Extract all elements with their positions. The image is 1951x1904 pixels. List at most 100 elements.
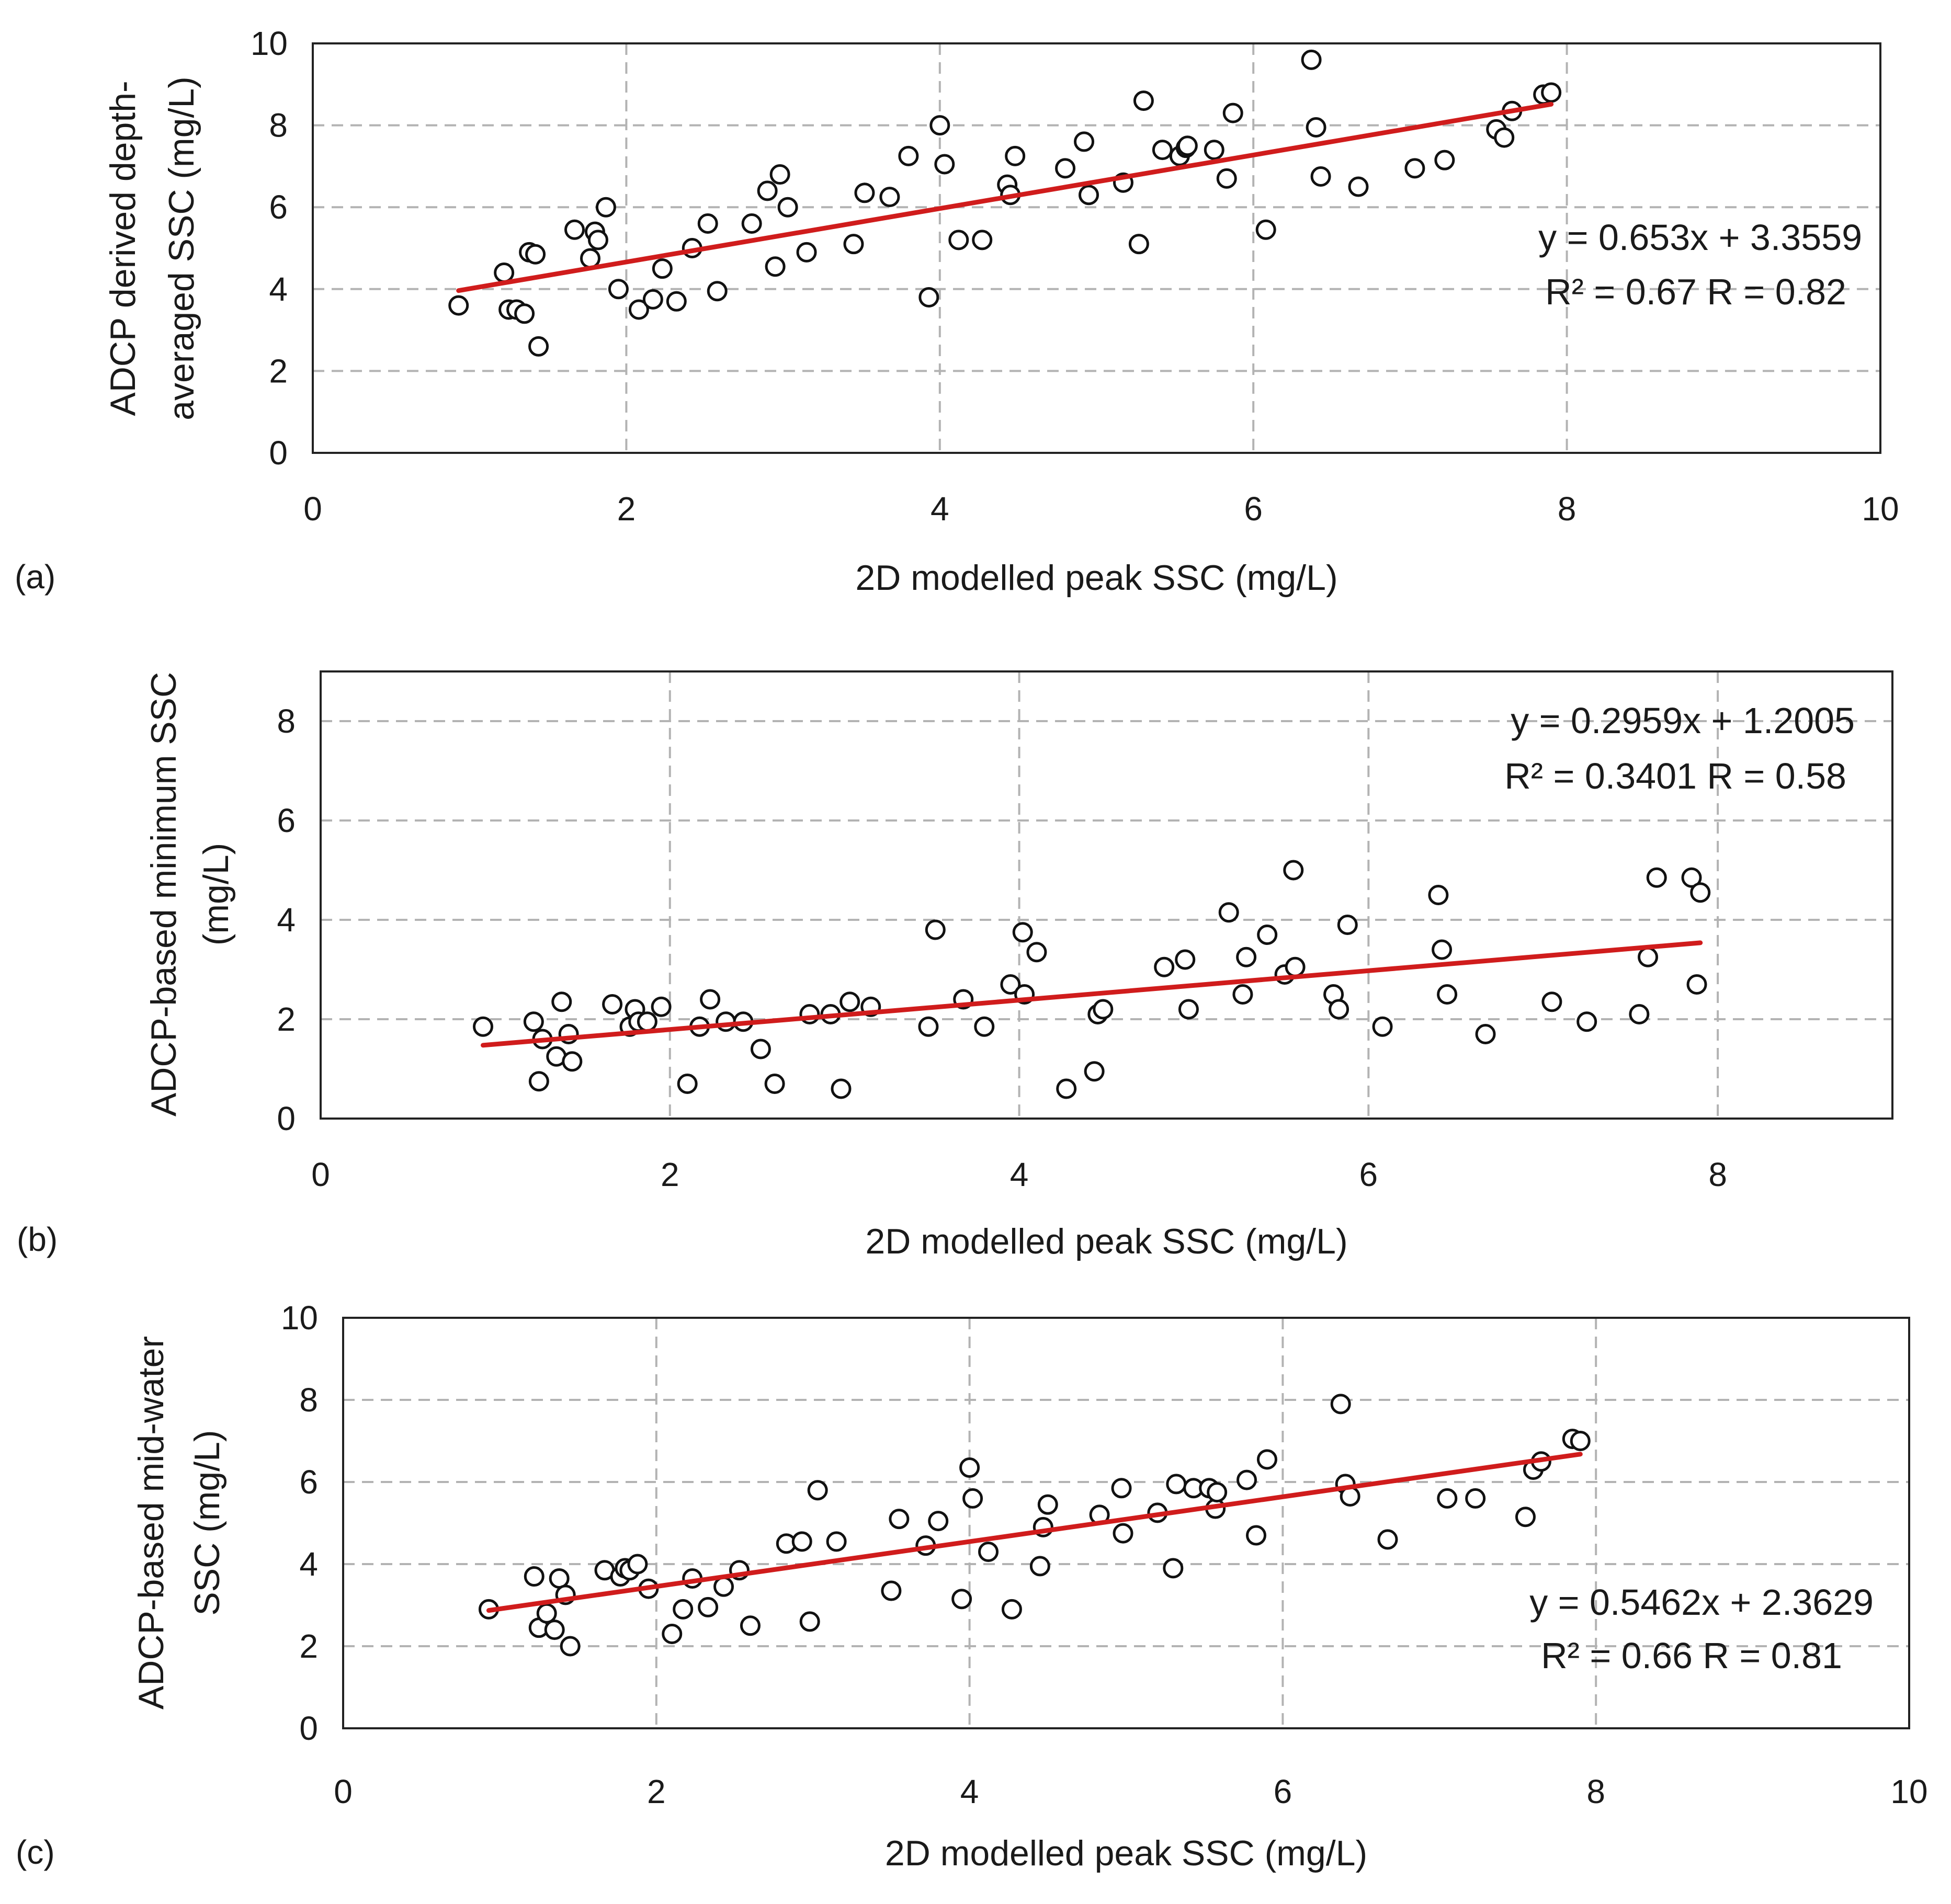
x-tick-label: 4: [931, 490, 949, 528]
y-axis-title-line-1: ADCP-based minimum SSC: [144, 672, 184, 1116]
data-point: [700, 989, 721, 1010]
data-point: [524, 1566, 545, 1587]
data-point: [1166, 1474, 1187, 1495]
y-axis-title-line-2: (mg/L): [196, 843, 236, 945]
y-tick-label: 0: [299, 1709, 318, 1747]
data-point: [564, 219, 585, 240]
data-point: [1541, 82, 1562, 103]
y-tick-label: 8: [299, 1381, 318, 1419]
data-point: [962, 1488, 983, 1509]
data-point: [562, 1051, 583, 1072]
data-point: [707, 281, 728, 302]
data-point: [1128, 234, 1149, 255]
data-point: [549, 1568, 570, 1589]
data-point: [1257, 925, 1278, 945]
data-point: [1026, 942, 1047, 963]
y-axis-title-line-2: averaged SSC (mg/L): [162, 76, 201, 420]
data-point: [1432, 939, 1453, 960]
data-point: [1079, 185, 1099, 206]
data-point: [1306, 117, 1326, 138]
data-point: [651, 996, 672, 1017]
panel-label: (c): [16, 1833, 55, 1871]
data-point: [528, 1071, 549, 1092]
data-point: [740, 1615, 761, 1636]
data-point: [528, 336, 549, 357]
data-point: [1329, 999, 1349, 1020]
data-point: [1218, 902, 1239, 923]
y-tick-label: 4: [269, 270, 288, 308]
data-point: [1372, 1016, 1393, 1037]
x-tick-label: 4: [1010, 1156, 1029, 1193]
chart-panel-3: 0 2 4 6 8 10 0 2 4 6 8 10 2D modelled peak SSC (mg/L…: [16, 1299, 1928, 1873]
data-point: [1283, 860, 1304, 881]
data-point: [1000, 974, 1021, 995]
x-tick-label: 6: [1359, 1156, 1378, 1193]
data-point: [1428, 885, 1449, 905]
panel-label: (b): [17, 1221, 58, 1258]
data-point: [637, 1011, 657, 1032]
data-point: [765, 256, 786, 277]
y-tick-label: 2: [299, 1627, 318, 1665]
data-point: [854, 183, 875, 203]
data-point: [523, 1011, 544, 1032]
data-point: [1152, 140, 1173, 161]
data-point: [608, 279, 629, 300]
x-tick-label: 8: [1586, 1773, 1605, 1810]
data-point: [698, 1597, 719, 1617]
data-point: [1084, 1061, 1105, 1082]
y-tick-label: 8: [277, 702, 296, 740]
trendline: [456, 101, 1554, 293]
x-tick-label: 0: [334, 1773, 353, 1810]
data-point: [1330, 1394, 1351, 1415]
data-point: [1570, 1431, 1591, 1451]
data-point: [642, 289, 663, 310]
plot-area-frame: [320, 670, 1893, 1120]
chart-panel-2: 0 2 4 6 8 0 2 4 6 8 2D modelled peak SSC (mg/L) ADC…: [17, 670, 1893, 1261]
data-point: [1163, 1558, 1184, 1579]
data-point: [713, 1576, 734, 1597]
data-point: [551, 991, 572, 1012]
data-point: [1093, 999, 1114, 1020]
data-point: [1012, 922, 1033, 943]
data-point: [494, 262, 515, 283]
x-tick-label: 2: [617, 490, 636, 528]
data-point: [879, 187, 900, 208]
data-point: [602, 994, 623, 1014]
chart-panel-1: 0 2 4 6 8 10 0 2 4 6 8 10 2D modelled peak SSC (mg/L…: [15, 25, 1899, 598]
data-point: [525, 244, 546, 265]
data-point: [826, 1531, 847, 1552]
trendline: [486, 1452, 1583, 1613]
data-point: [1236, 947, 1257, 967]
x-tick-label: 0: [303, 490, 322, 528]
data-point: [929, 115, 950, 136]
data-point: [764, 1074, 785, 1094]
y-axis-title-line-1: ADCP-based mid-water: [131, 1336, 171, 1709]
data-point: [1111, 1478, 1132, 1499]
data-point: [1216, 168, 1237, 189]
data-point: [1178, 999, 1199, 1020]
data-point: [580, 248, 600, 269]
data-point: [1434, 150, 1455, 170]
data-point: [889, 1509, 910, 1530]
data-point: [1154, 956, 1175, 977]
x-tick-label: 2: [647, 1773, 666, 1810]
data-point: [560, 1636, 581, 1657]
y-axis-title-line-1: ADCP derived depth-: [103, 81, 143, 416]
x-tick-label: 10: [1862, 490, 1899, 528]
x-tick-label: 8: [1708, 1156, 1727, 1193]
data-point: [972, 230, 993, 250]
data-point: [925, 919, 946, 940]
data-point: [791, 1531, 812, 1552]
data-point: [1255, 219, 1276, 240]
regression-equation: y = 0.653x + 3.3559: [1538, 217, 1862, 258]
data-point: [928, 1511, 949, 1532]
data-point: [831, 1078, 852, 1099]
data-point: [959, 1457, 980, 1478]
y-tick-label: 4: [299, 1545, 318, 1583]
data-point: [1237, 1469, 1257, 1490]
data-point: [1005, 145, 1026, 166]
data-point: [948, 230, 969, 250]
y-tick-label: 0: [269, 434, 288, 472]
regression-r-values: R² = 0.66 R = 0.81: [1541, 1635, 1842, 1676]
